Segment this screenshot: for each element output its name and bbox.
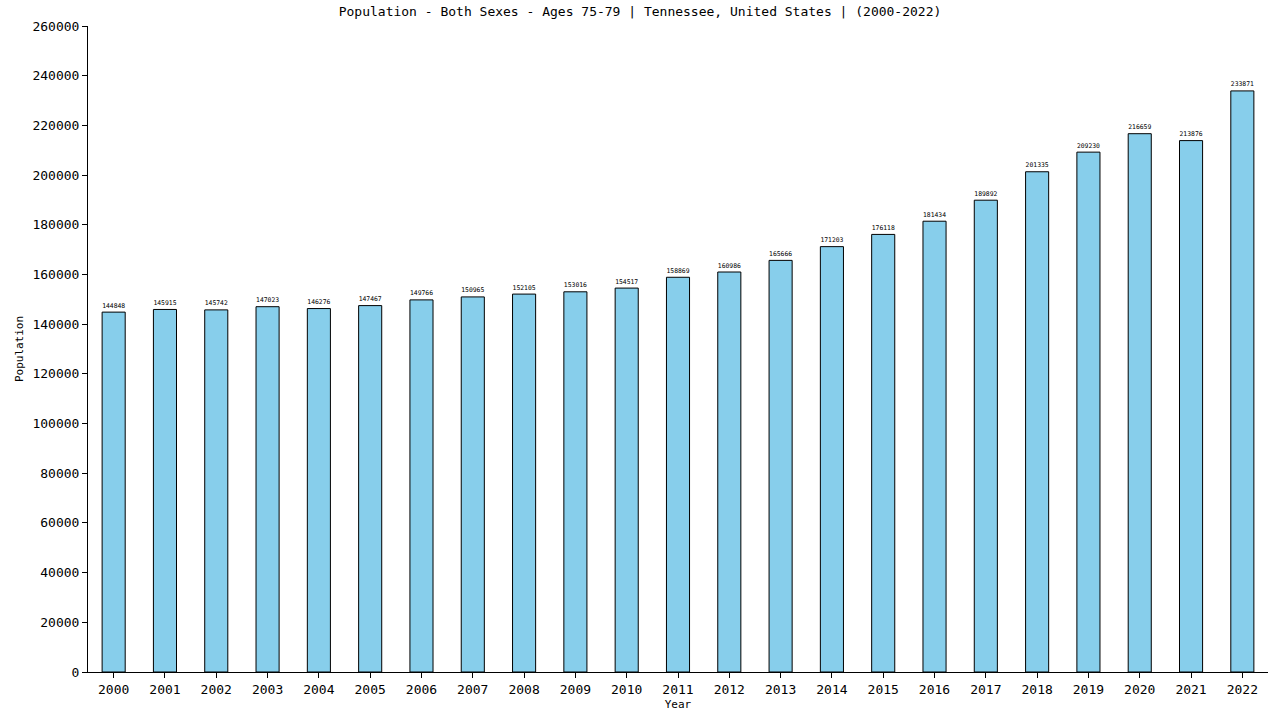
svg-text:2001: 2001 bbox=[149, 682, 180, 697]
svg-text:2014: 2014 bbox=[816, 682, 847, 697]
svg-text:Population - Both Sexes - Ages: Population - Both Sexes - Ages 75-79 | T… bbox=[339, 4, 942, 19]
svg-text:20000: 20000 bbox=[40, 615, 79, 630]
svg-text:2000: 2000 bbox=[98, 682, 129, 697]
svg-text:152105: 152105 bbox=[513, 284, 536, 292]
svg-text:150965: 150965 bbox=[461, 286, 484, 294]
svg-text:140000: 140000 bbox=[32, 317, 79, 332]
svg-text:147467: 147467 bbox=[359, 295, 382, 303]
svg-text:2003: 2003 bbox=[252, 682, 283, 697]
svg-text:181434: 181434 bbox=[923, 211, 946, 218]
svg-text:213876: 213876 bbox=[1180, 130, 1203, 138]
svg-text:2007: 2007 bbox=[457, 682, 488, 697]
svg-text:260000: 260000 bbox=[32, 19, 79, 34]
svg-text:149766: 149766 bbox=[410, 289, 433, 297]
svg-text:201335: 201335 bbox=[1026, 161, 1049, 169]
svg-text:Year: Year bbox=[665, 698, 692, 711]
svg-text:176118: 176118 bbox=[872, 224, 895, 232]
svg-text:146276: 146276 bbox=[307, 298, 330, 306]
svg-text:189892: 189892 bbox=[974, 190, 997, 198]
svg-text:2017: 2017 bbox=[970, 682, 1001, 697]
svg-text:40000: 40000 bbox=[40, 565, 79, 580]
svg-text:180000: 180000 bbox=[32, 217, 79, 232]
svg-text:2021: 2021 bbox=[1175, 682, 1206, 697]
svg-text:100000: 100000 bbox=[32, 416, 79, 431]
svg-text:2011: 2011 bbox=[662, 682, 693, 697]
svg-text:209230: 209230 bbox=[1077, 142, 1100, 150]
svg-text:2009: 2009 bbox=[560, 682, 591, 697]
svg-text:80000: 80000 bbox=[40, 466, 79, 481]
svg-text:2020: 2020 bbox=[1124, 682, 1155, 697]
svg-text:165666: 165666 bbox=[769, 250, 792, 258]
svg-text:158869: 158869 bbox=[666, 267, 689, 275]
svg-text:147023: 147023 bbox=[256, 296, 279, 304]
svg-text:60000: 60000 bbox=[40, 515, 79, 530]
svg-text:Population: Population bbox=[13, 316, 26, 382]
svg-text:2002: 2002 bbox=[201, 682, 232, 697]
svg-text:160986: 160986 bbox=[718, 262, 741, 270]
svg-text:2015: 2015 bbox=[868, 682, 899, 697]
svg-text:216659: 216659 bbox=[1128, 123, 1151, 131]
svg-text:233871: 233871 bbox=[1231, 80, 1254, 88]
svg-text:200000: 200000 bbox=[32, 168, 79, 183]
svg-text:2016: 2016 bbox=[919, 682, 950, 697]
svg-text:160000: 160000 bbox=[32, 267, 79, 282]
svg-text:240000: 240000 bbox=[32, 68, 79, 83]
svg-text:120000: 120000 bbox=[32, 366, 79, 381]
svg-text:154517: 154517 bbox=[615, 278, 638, 286]
svg-text:2013: 2013 bbox=[765, 682, 796, 697]
svg-text:2019: 2019 bbox=[1073, 682, 1104, 697]
svg-text:171203: 171203 bbox=[820, 236, 843, 244]
svg-text:2006: 2006 bbox=[406, 682, 437, 697]
svg-text:2010: 2010 bbox=[611, 682, 642, 697]
svg-text:0: 0 bbox=[72, 665, 80, 680]
svg-text:2005: 2005 bbox=[355, 682, 386, 697]
svg-text:2022: 2022 bbox=[1227, 682, 1258, 697]
svg-text:2004: 2004 bbox=[303, 682, 334, 697]
svg-text:144848: 144848 bbox=[102, 302, 125, 310]
svg-text:153016: 153016 bbox=[564, 281, 587, 289]
svg-text:2018: 2018 bbox=[1021, 682, 1052, 697]
svg-text:145742: 145742 bbox=[205, 299, 228, 307]
svg-text:2008: 2008 bbox=[508, 682, 539, 697]
svg-text:2012: 2012 bbox=[714, 682, 745, 697]
svg-text:145915: 145915 bbox=[153, 299, 176, 307]
svg-text:220000: 220000 bbox=[32, 118, 79, 133]
